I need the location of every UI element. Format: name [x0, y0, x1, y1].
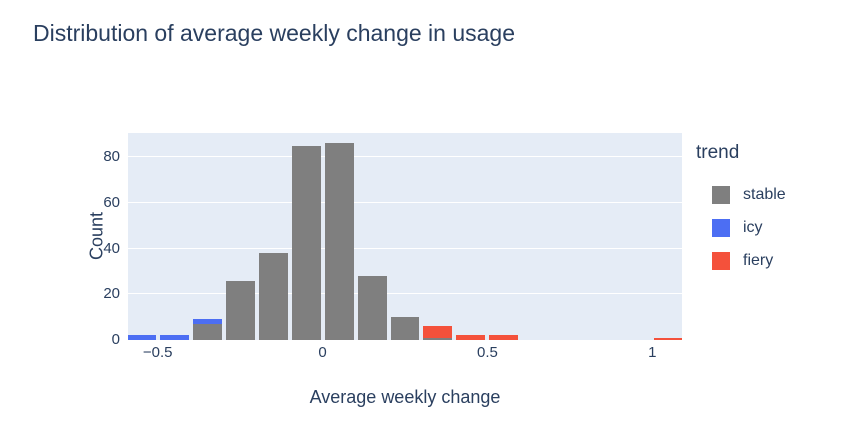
plot-area[interactable]: [128, 133, 682, 340]
y-tick-label-40: 40: [103, 239, 120, 257]
histogram-bar-fiery-bin9[interactable]: [423, 326, 453, 338]
histogram-bar-fiery-bin11[interactable]: [489, 335, 519, 340]
x-tick-label-1: 1: [648, 344, 657, 361]
histogram-bar-icy-bin1[interactable]: [159, 335, 189, 340]
legend-item-icy[interactable]: icy: [694, 211, 844, 244]
y-tick-label-60: 60: [103, 193, 120, 211]
stable-swatch: [712, 185, 730, 204]
icy-swatch: [712, 218, 730, 237]
legend-items: stable icy fiery: [694, 178, 844, 277]
histogram-bar-stable-bin8[interactable]: [390, 317, 420, 340]
legend-label-fiery: fiery: [743, 251, 774, 269]
histogram-bar-icy-bin0[interactable]: [128, 335, 156, 340]
x-tick-label--0.5: −0.5: [142, 344, 173, 361]
histogram-bar-stable-bin7[interactable]: [357, 275, 387, 340]
legend-label-stable: stable: [743, 185, 786, 203]
histogram-bar-icy-bin2[interactable]: [192, 319, 222, 324]
gridline-y-80: [128, 156, 682, 158]
y-tick-label-0: 0: [111, 331, 120, 348]
histogram-bar-stable-bin4[interactable]: [258, 253, 288, 340]
x-tick-label-0: 0: [318, 344, 327, 361]
gridline-y-40: [128, 247, 682, 249]
histogram-bar-stable-bin9[interactable]: [423, 337, 453, 340]
histogram-bar-fiery-bin10[interactable]: [456, 335, 486, 340]
histogram-bar-stable-bin3[interactable]: [225, 280, 255, 340]
x-tick-label-0.5: 0.5: [477, 344, 498, 361]
gridline-y-20: [128, 293, 682, 295]
histogram-bar-fiery-bin12[interactable]: [654, 337, 682, 340]
legend-item-fiery[interactable]: fiery: [694, 244, 844, 277]
histogram-bar-stable-bin6[interactable]: [324, 143, 354, 340]
y-tick-label-20: 20: [103, 285, 120, 303]
y-tick-label-80: 80: [103, 148, 120, 166]
chart-title: Distribution of average weekly change in…: [33, 20, 516, 46]
histogram-bar-stable-bin2[interactable]: [192, 324, 222, 340]
legend-label-icy: icy: [743, 218, 763, 236]
legend-item-stable[interactable]: stable: [694, 178, 844, 211]
legend-title: trend: [696, 142, 740, 163]
histogram-bar-stable-bin5[interactable]: [291, 145, 321, 340]
legend: trend stable icy fiery: [694, 142, 844, 277]
x-axis-title: Average weekly change: [309, 387, 501, 407]
fiery-swatch: [712, 251, 730, 270]
gridline-y-60: [128, 201, 682, 203]
